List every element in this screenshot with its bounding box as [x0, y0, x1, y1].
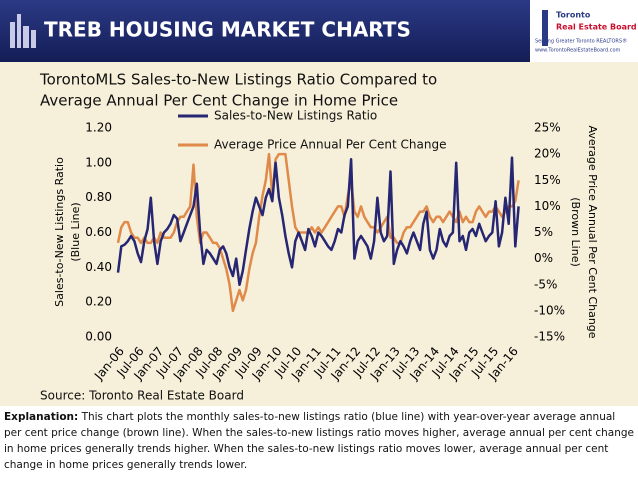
y2-tick-label: -5% [534, 277, 557, 291]
y2-tick-label: -10% [534, 303, 565, 317]
explanation-text: This chart plots the monthly sales-to-ne… [4, 411, 634, 471]
y2-tick-label: 15% [534, 173, 561, 187]
explanation-label: Explanation: [4, 411, 79, 423]
y-tick-label: 0.40 [85, 260, 112, 274]
y-tick-label: 0.80 [85, 190, 112, 204]
skyline-icon [10, 14, 36, 48]
y-axis-label: (Blue Line) [69, 202, 82, 261]
y-tick-label: 0.00 [85, 330, 112, 344]
y-tick-label: 0.20 [85, 295, 112, 309]
explanation: Explanation: This chart plots the monthl… [0, 407, 638, 475]
logo-url: www.TorontoRealEstateBoard.com [535, 48, 621, 54]
legend-label: Average Price Annual Per Cent Change [214, 138, 446, 152]
y-tick-label: 0.60 [85, 225, 112, 239]
logo-text: Real Estate Board [556, 23, 637, 32]
source: Source: Toronto Real Estate Board [40, 389, 244, 403]
y-tick-label: 1.20 [85, 121, 112, 135]
y2-axis-label: (Brown Line) [569, 197, 582, 267]
logo-text: Toronto [556, 11, 591, 20]
y-tick-label: 1.00 [85, 155, 112, 169]
legend-label: Sales-to-New Listings Ratio [214, 109, 377, 123]
y2-tick-label: 10% [534, 199, 561, 213]
y2-tick-label: 25% [534, 121, 561, 135]
y-axis-label: Sales-to-New Listings Ratio [53, 157, 66, 307]
logo-tower [542, 10, 548, 46]
y2-tick-label: -15% [534, 330, 565, 344]
chart-title: Average Annual Per Cent Change in Home P… [40, 92, 398, 110]
chart: TREB HOUSING MARKET CHARTS Toronto Real … [0, 0, 638, 406]
series-line [116, 152, 520, 313]
y2-axis-label: Average Price Annual Per Cent Change [586, 125, 599, 338]
logo-tagline: Serving Greater Toronto REALTORS® [535, 38, 627, 45]
series-line [116, 156, 520, 287]
y2-tick-label: 0% [534, 251, 553, 265]
header-title: TREB HOUSING MARKET CHARTS [44, 18, 411, 42]
chart-title: TorontoMLS Sales-to-New Listings Ratio C… [39, 71, 437, 89]
y2-tick-label: 5% [534, 225, 553, 239]
y2-tick-label: 20% [534, 147, 561, 161]
